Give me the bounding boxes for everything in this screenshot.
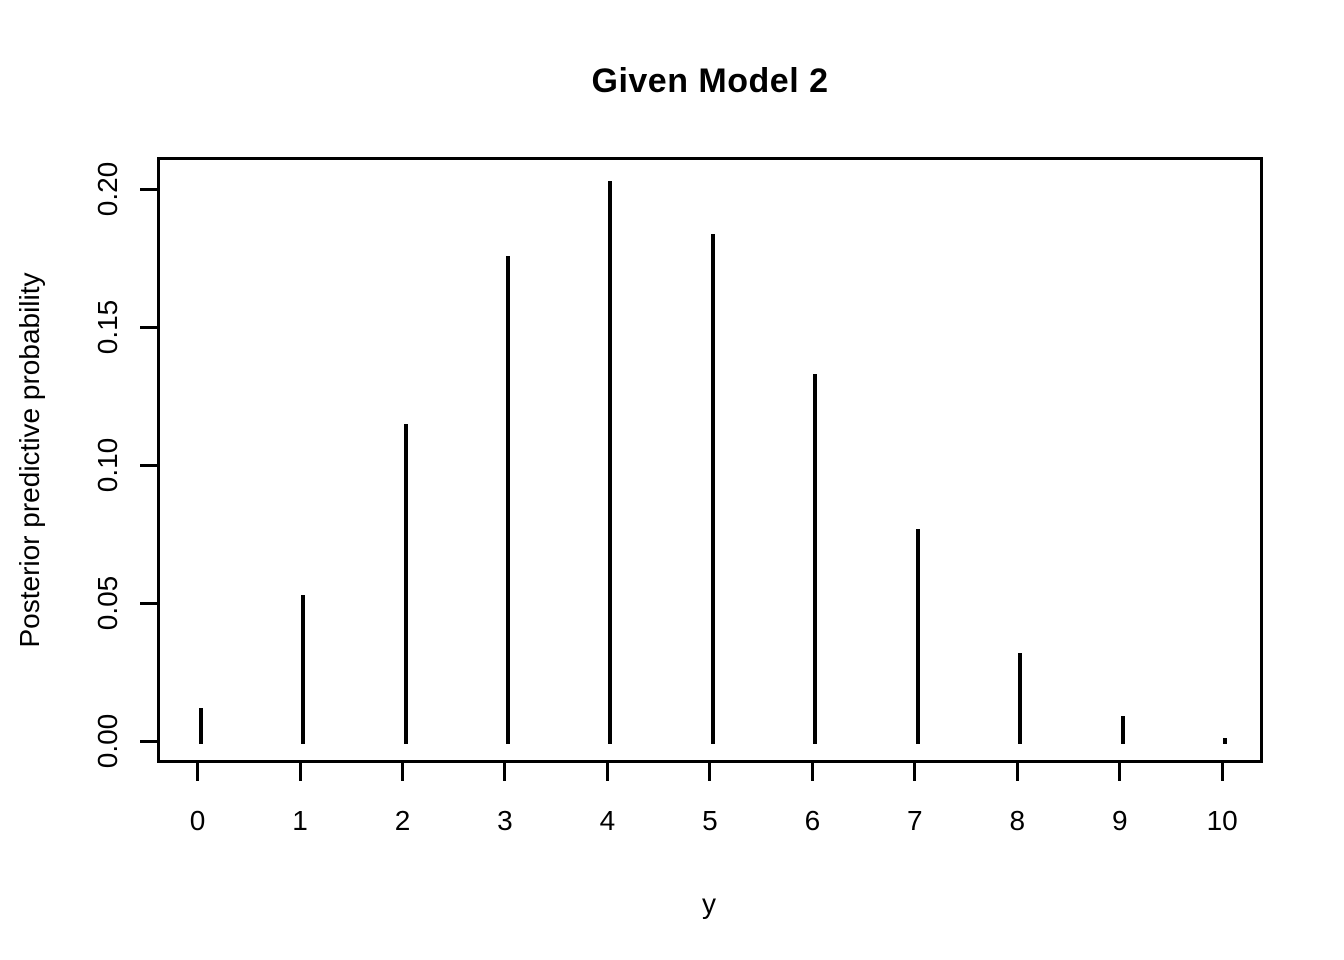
y-axis-label: Posterior predictive probability [14,272,45,648]
chart-title: Given Model 2 [591,62,829,100]
x-tick-label-7: 7 [907,805,923,836]
y-tick-mark-0.20 [140,187,157,191]
spike-y8 [1018,652,1023,744]
y-tick-label-0.00: 0.00 [92,713,123,769]
x-tick-mark-7 [913,763,917,781]
x-tick-mark-10 [1220,763,1224,781]
x-tick-mark-6 [810,763,814,781]
y-tick-label-0.15: 0.15 [92,300,123,355]
spike-y0 [198,708,203,744]
x-tick-mark-8 [1015,763,1019,781]
x-tick-mark-2 [401,763,405,781]
spike-y9 [1120,716,1125,744]
x-tick-mark-5 [708,763,712,781]
x-tick-label-8: 8 [1009,805,1026,836]
y-tick-label-0.05: 0.05 [92,575,123,631]
spike-y7 [915,528,920,744]
x-tick-mark-3 [503,763,507,781]
y-tick-mark-0.05 [140,601,157,605]
x-tick-label-6: 6 [804,805,821,836]
y-tick-mark-0.00 [140,739,157,743]
x-tick-label-2: 2 [394,805,411,836]
x-tick-label-1: 1 [292,805,308,836]
y-tick-mark-0.10 [140,463,157,467]
x-tick-mark-1 [298,763,302,781]
x-tick-label-3: 3 [497,805,513,836]
x-tick-mark-4 [605,763,609,781]
x-tick-mark-0 [196,763,200,781]
y-tick-label-0.20: 0.20 [92,162,123,217]
x-tick-label-4: 4 [599,805,616,836]
spike-y1 [301,595,306,744]
x-tick-label-0: 0 [189,805,206,836]
x-tick-label-5: 5 [702,805,718,836]
spike-y5 [710,233,715,744]
y-tick-mark-0.15 [140,325,157,329]
spike-y3 [505,255,510,744]
spike-y10 [1223,738,1228,744]
plot-area [157,157,1263,763]
x-axis-label: y [702,888,716,919]
y-tick-label-0.10: 0.10 [92,437,123,493]
spike-y2 [403,424,408,744]
spike-y6 [813,374,818,744]
x-tick-mark-9 [1118,763,1122,781]
x-tick-label-10: 10 [1206,805,1238,836]
x-tick-label-9: 9 [1111,805,1128,836]
spike-y4 [608,181,613,744]
